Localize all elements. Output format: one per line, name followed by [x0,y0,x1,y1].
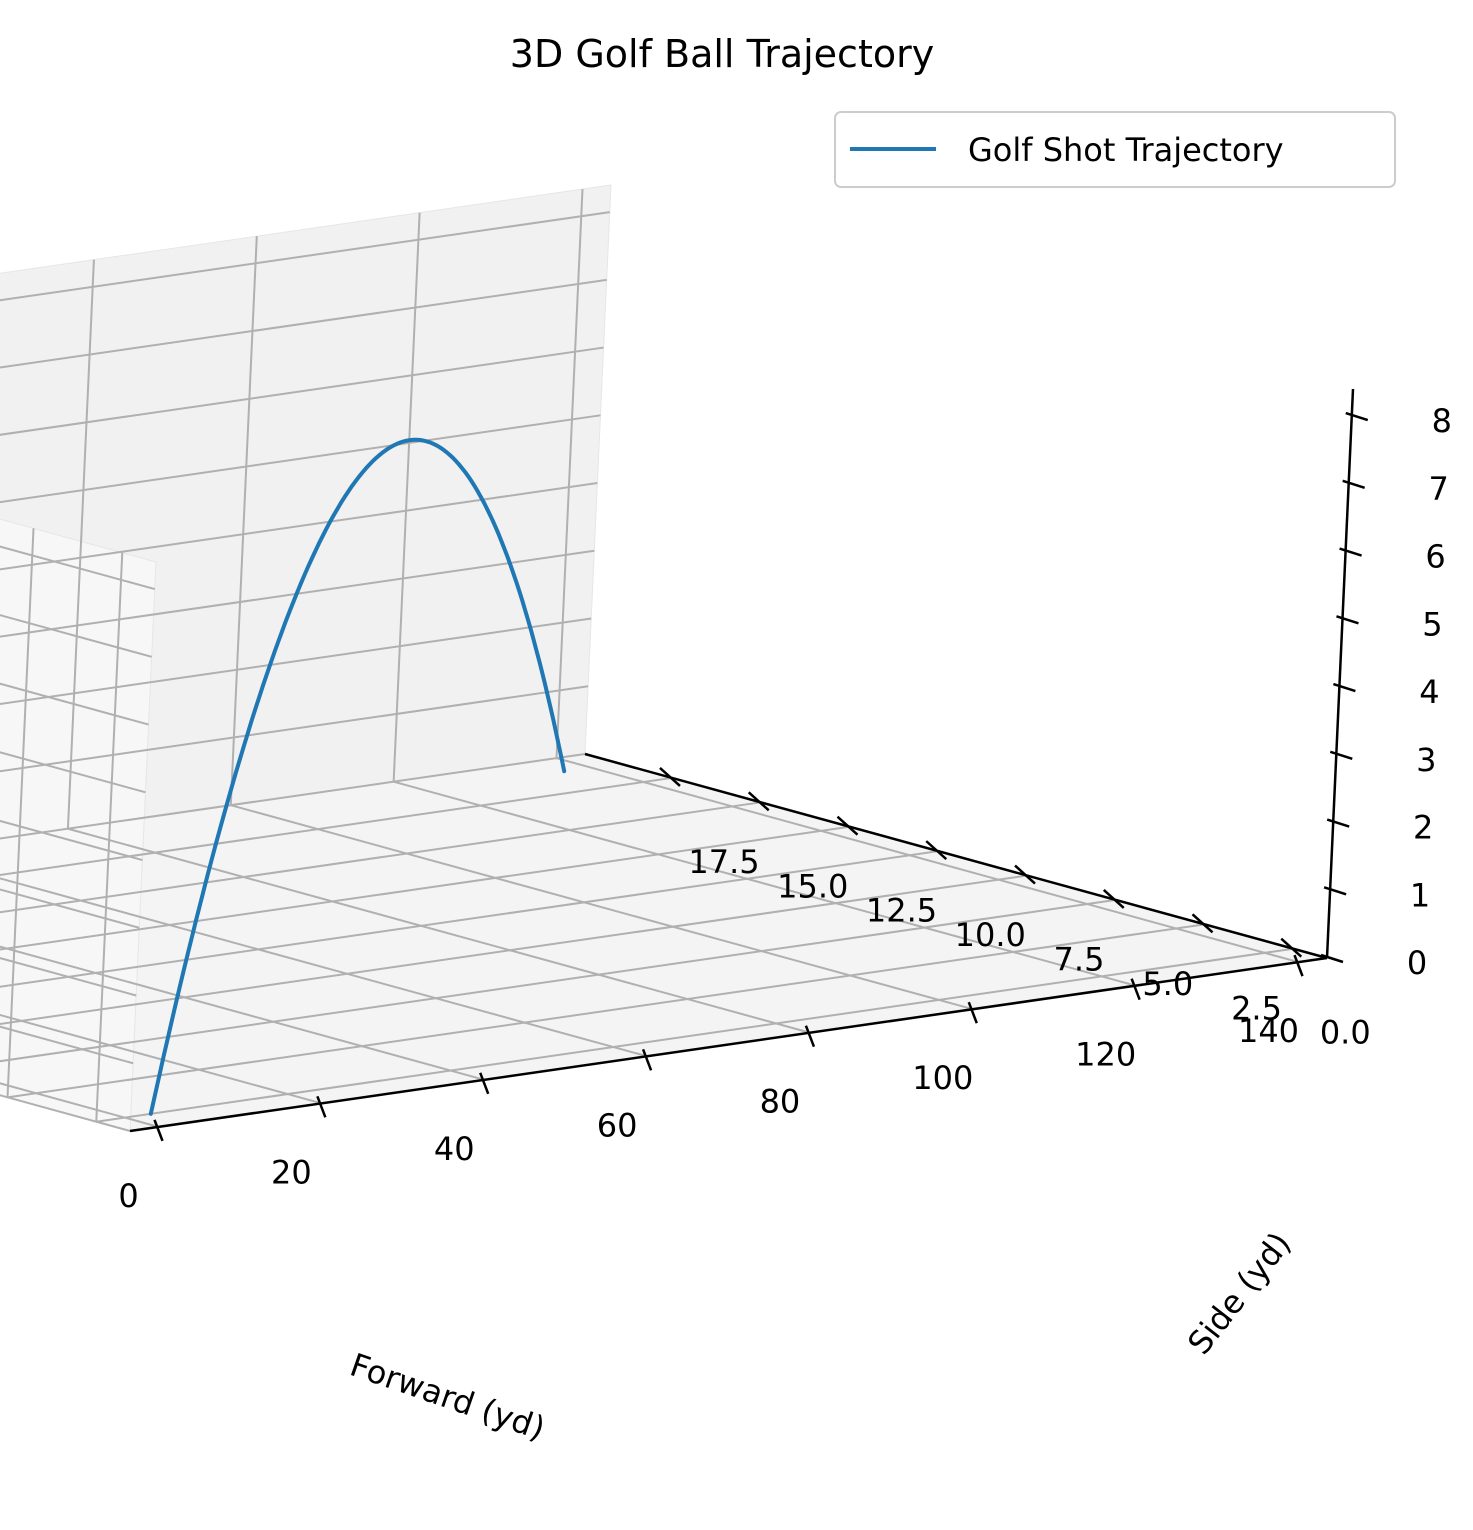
z-tick-label: 3 [1416,741,1436,779]
x-tick-label: 80 [760,1083,801,1121]
z-gridline-left [0,614,152,658]
x-tick-label: 100 [912,1059,973,1097]
x-tick-label: 140 [1238,1012,1299,1050]
z-tick-mark [1329,750,1353,760]
z-gridline-back [0,753,586,840]
z-gridline-left [0,682,149,726]
y-gridline-floor [0,776,673,877]
z-gridline-left [0,1025,134,1065]
y-tick-label: 2.5 [1231,989,1282,1027]
y-tick-mark [836,815,859,836]
y-tick-label: 5.0 [1142,965,1193,1003]
x-tick-mark [967,1001,978,1024]
x-tick-label: 40 [434,1130,475,1168]
y-tick-label: 15.0 [777,867,848,905]
chart-title: 3D Golf Ball Trajectory [510,32,934,76]
x-tick-label: 120 [1075,1036,1136,1074]
y-tick-label: 17.5 [688,843,759,881]
z-gridline-left [0,545,156,591]
z-gridline-left [0,819,143,862]
z-tick-label: 4 [1419,673,1439,711]
y-tick-label: 0.0 [1320,1014,1371,1052]
y-gridline-floor [0,898,1116,1063]
z-gridline-back [0,482,598,571]
y-gridline-floor [0,825,850,951]
y-tick-mark [747,791,770,812]
y-tick-mark [659,766,681,787]
y-tick-mark [1280,937,1303,958]
x-tick-mark [316,1095,327,1118]
x-tick-mark [479,1072,490,1095]
z-gridline-back [0,685,589,773]
x-axis-line [129,956,1328,1133]
x-tick-label: 0 [118,1177,138,1215]
y-gridline-floor [0,801,761,914]
z-gridline-back [0,617,592,705]
z-gridline-left [0,1094,131,1132]
z-tick-mark [1320,953,1344,964]
y-axis-label: Side (yd) [1180,1225,1298,1362]
chart-gridlines [0,189,1299,1132]
chart-legend: Golf Shot Trajectory [834,111,1396,188]
z-tick-mark [1326,818,1350,828]
z-tick-label: 2 [1413,809,1433,847]
chart-series [148,437,567,1116]
z-gridline-left [0,888,140,929]
z-gridline-back [0,278,607,369]
x-tick-mark [641,1048,653,1071]
chart-panes [0,184,1328,1132]
x-tick-mark [1130,978,1141,1001]
z-tick-mark [1339,547,1362,557]
z-gridline-back [0,346,604,436]
z-tick-label: 1 [1410,876,1430,914]
z-tick-label: 5 [1422,605,1442,643]
z-tick-label: 8 [1432,402,1452,440]
x-tick-label: 60 [597,1106,638,1144]
z-tick-mark [1323,886,1347,896]
z-tick-label: 0 [1407,944,1427,982]
y-gridline-floor [0,874,1028,1025]
z-tick-label: 7 [1428,470,1448,508]
z-axis-line [1325,388,1355,959]
y-gridline-floor [96,947,1294,1123]
legend-label: Golf Shot Trajectory [968,131,1284,169]
y-tick-mark [1102,888,1125,909]
z-gridline-left [0,751,146,794]
y-tick-label: 12.5 [866,892,937,930]
x-tick-mark [804,1025,816,1048]
legend-box [834,111,1396,188]
z-gridline-back [0,211,610,302]
z-tick-label: 6 [1425,538,1445,576]
z-gridline-left [0,957,137,997]
y-tick-mark [1191,913,1214,934]
x-axis-label: Forward (yd) [345,1346,549,1448]
z-tick-mark [1336,615,1359,625]
y-tick-label: 7.5 [1054,941,1105,979]
x-tick-mark [1293,954,1304,977]
y-tick-mark [1014,864,1036,885]
y-tick-mark [925,840,948,861]
z-tick-mark [1342,479,1366,490]
x-tick-label: 20 [271,1153,312,1191]
x-tick-mark [153,1119,164,1142]
y-gridline-floor [7,923,1205,1099]
z-tick-mark [1345,411,1369,422]
z-tick-mark [1333,682,1356,693]
trajectory-line [148,437,567,1116]
z-gridline-back [0,549,595,638]
y-gridline-floor [0,850,939,988]
y-tick-label: 10.0 [955,916,1026,954]
